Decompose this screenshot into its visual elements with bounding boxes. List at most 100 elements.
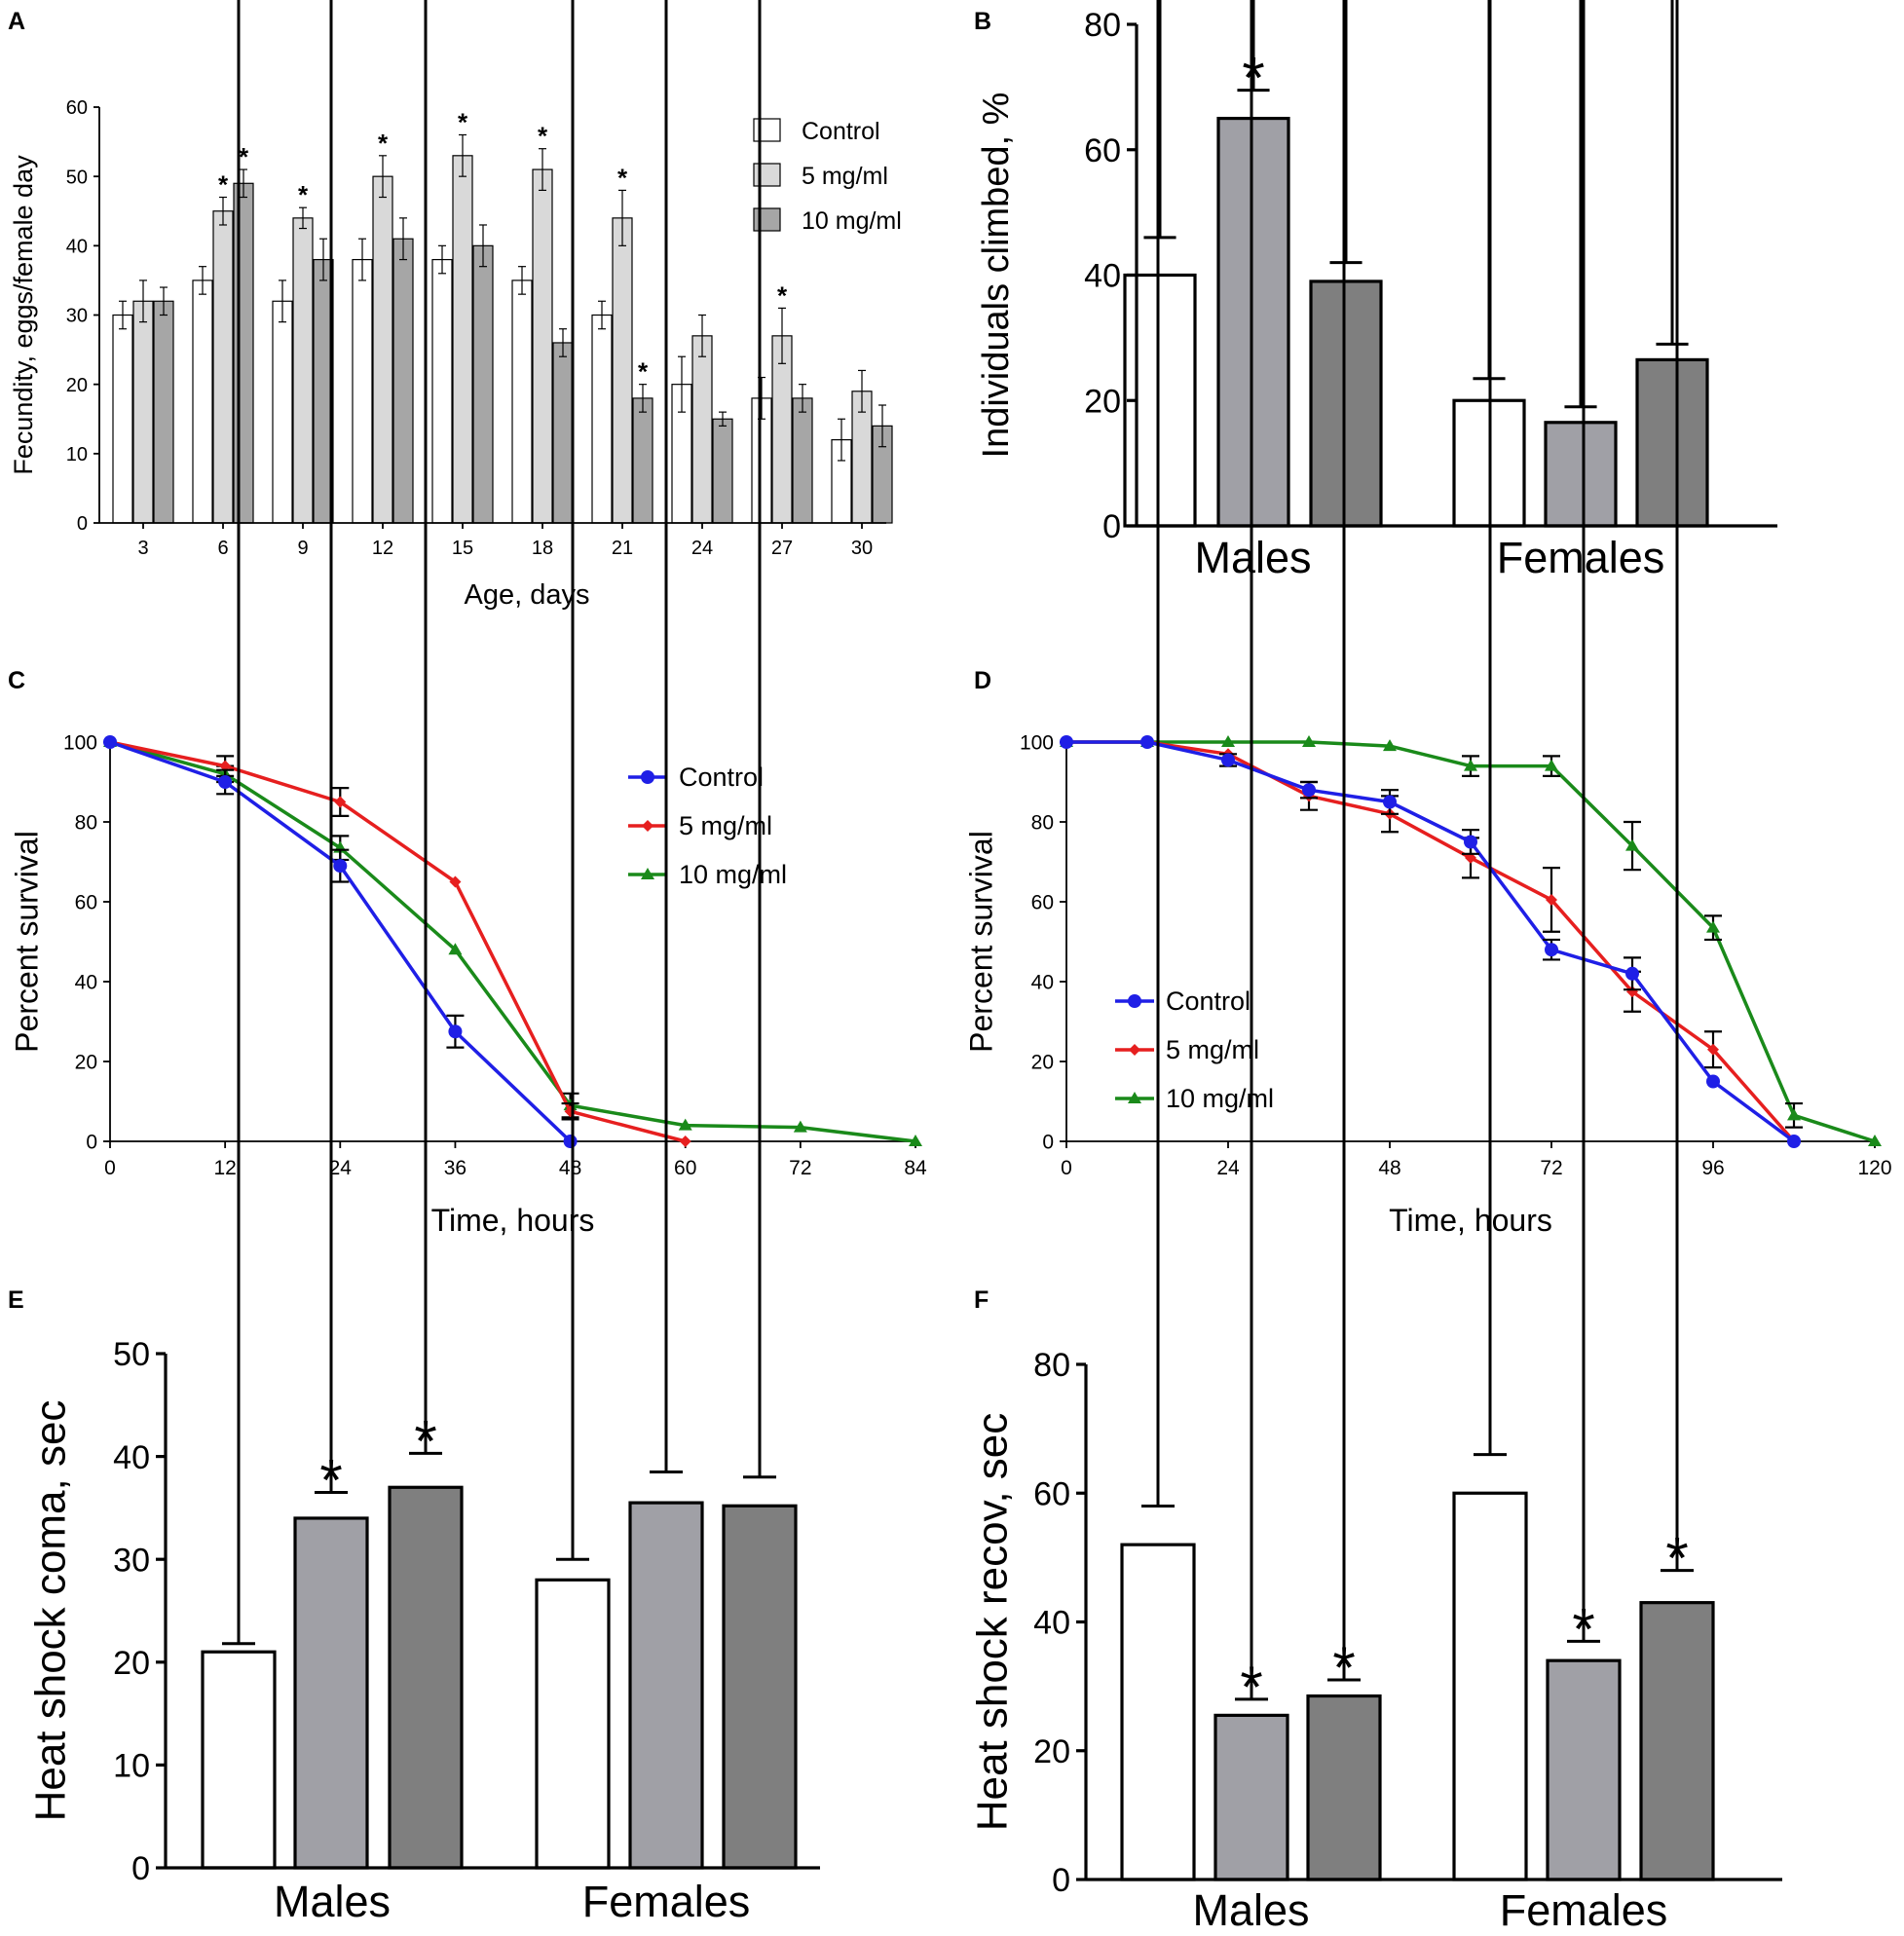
y-tick-label: 40 — [75, 972, 97, 994]
significance-star: * — [538, 122, 548, 151]
marker-diamond — [1707, 1043, 1719, 1056]
series-10mg — [1060, 735, 1882, 1146]
significance-star: * — [298, 180, 309, 209]
x-tick-label: 9 — [297, 538, 308, 559]
x-tick-label: 27 — [771, 538, 793, 559]
bar-control — [272, 300, 293, 524]
bar-5mg — [212, 210, 234, 524]
y-axis-label: Heat shock recov, sec — [969, 1413, 1017, 1832]
bar-10mg — [792, 397, 813, 524]
x-tick-label: 30 — [851, 538, 873, 559]
marker-triangle — [1868, 1135, 1882, 1146]
bar-5mg — [372, 175, 393, 524]
y-tick-label: 0 — [77, 513, 88, 535]
significance-star: * — [1572, 1596, 1594, 1661]
legend-label: Control — [1166, 987, 1251, 1016]
y-tick-label: 10 — [113, 1748, 150, 1785]
x-tick-label: 24 — [691, 538, 713, 559]
y-tick-label: 20 — [75, 1052, 97, 1074]
bar-5mg — [293, 1516, 369, 1870]
x-tick-label: 21 — [612, 538, 633, 559]
legend: Control 5 mg/ml 10 mg/ml — [1115, 987, 1274, 1113]
marker-circle — [1060, 735, 1073, 749]
marker-circle — [448, 1024, 463, 1039]
marker-triangle — [1221, 735, 1235, 747]
legend-label: 10 mg/ml — [1166, 1084, 1274, 1113]
x-tick-label: 12 — [372, 538, 393, 559]
panel-f-chart: F * * Males * * Females 0 20 40 60 80 Heat shock rec… — [969, 0, 1782, 1935]
marker-circle — [1787, 1135, 1801, 1148]
series-5mg — [104, 736, 691, 1147]
x-tick-label: 3 — [137, 538, 148, 559]
x-tick-label: 36 — [444, 1157, 467, 1179]
significance-star: * — [638, 357, 649, 387]
y-tick-label: 40 — [113, 1439, 150, 1476]
bar-control — [535, 1578, 611, 1870]
bar-10mg — [1306, 1694, 1382, 1881]
y-tick-label: 80 — [75, 812, 97, 835]
marker-triangle — [1787, 1108, 1801, 1121]
marker-circle — [1545, 943, 1558, 957]
y-axis-label: Percent survival — [9, 831, 44, 1053]
marker-circle — [1706, 1074, 1720, 1089]
significance-star: * — [319, 1448, 342, 1513]
marker-circle — [218, 775, 233, 789]
legend: Control 5 mg/ml 10 mg/ml — [753, 118, 902, 235]
y-tick-label: 40 — [66, 237, 88, 258]
panel-a-chart: A 3 * * 6 * 9 * 12 * 15 * 18 * * 21 24 * 27 30 0 10 20 30 40 50 60… — [8, 8, 902, 611]
bar-5mg — [691, 335, 713, 524]
marker-triangle — [1128, 1092, 1141, 1103]
bar-control — [352, 258, 373, 524]
significance-star: * — [1242, 46, 1264, 111]
y-tick-label: 0 — [1052, 1862, 1070, 1899]
bar-5mg — [1544, 421, 1618, 528]
panel-c-chart: C 0 12 24 36 48 60 72 84 0 20 40 60 80 100 Percent surv… — [8, 667, 927, 1238]
y-tick-label: 20 — [66, 375, 88, 396]
series-line — [109, 740, 916, 1143]
bar-control — [431, 258, 453, 524]
bar-control — [591, 314, 613, 524]
bar-control — [1120, 1543, 1196, 1881]
x-tick-label: 120 — [1857, 1157, 1891, 1179]
y-tick-label: 80 — [1033, 1347, 1070, 1384]
marker-triangle — [641, 868, 654, 879]
bar-control — [192, 279, 213, 524]
bar-control — [511, 279, 533, 524]
legend: Control 5 mg/ml 10 mg/ml — [628, 763, 787, 889]
significance-star: * — [777, 280, 788, 310]
marker-circle — [1221, 753, 1235, 767]
y-tick-label: 40 — [1084, 258, 1121, 295]
bar-10mg — [722, 1504, 798, 1870]
x-category-label: Females — [1500, 1885, 1668, 1935]
marker-triangle — [1625, 838, 1639, 851]
bar-5mg — [532, 168, 553, 524]
y-tick-label: 100 — [63, 732, 97, 755]
y-tick-label: 60 — [1084, 132, 1121, 169]
y-tick-label: 50 — [113, 1336, 150, 1373]
marker-circle — [1302, 783, 1316, 798]
marker-diamond — [1129, 1044, 1140, 1056]
marker-diamond — [219, 760, 232, 772]
bar-10mg — [632, 397, 653, 524]
bar-control — [201, 1650, 277, 1870]
marker-diamond — [1546, 893, 1557, 906]
significance-star: * — [239, 142, 249, 171]
y-axis-label: Heat shock coma, sec — [27, 1400, 75, 1822]
x-tick-label: 6 — [217, 538, 228, 559]
y-tick-label: 60 — [1031, 892, 1054, 914]
marker-circle — [103, 735, 117, 749]
x-category-label: Females — [1497, 533, 1665, 582]
marker-circle — [1625, 966, 1639, 981]
legend-swatch — [753, 163, 781, 187]
marker-triangle — [1383, 739, 1397, 752]
bar-5mg — [628, 1501, 704, 1870]
legend-label: 5 mg/ml — [679, 811, 772, 840]
bar-10mg — [233, 182, 254, 524]
bar-5mg — [1546, 1658, 1622, 1881]
marker-circle — [641, 770, 654, 784]
panel-label-d: D — [974, 667, 991, 694]
x-tick-label: 24 — [329, 1157, 353, 1179]
marker-triangle — [909, 1135, 922, 1146]
